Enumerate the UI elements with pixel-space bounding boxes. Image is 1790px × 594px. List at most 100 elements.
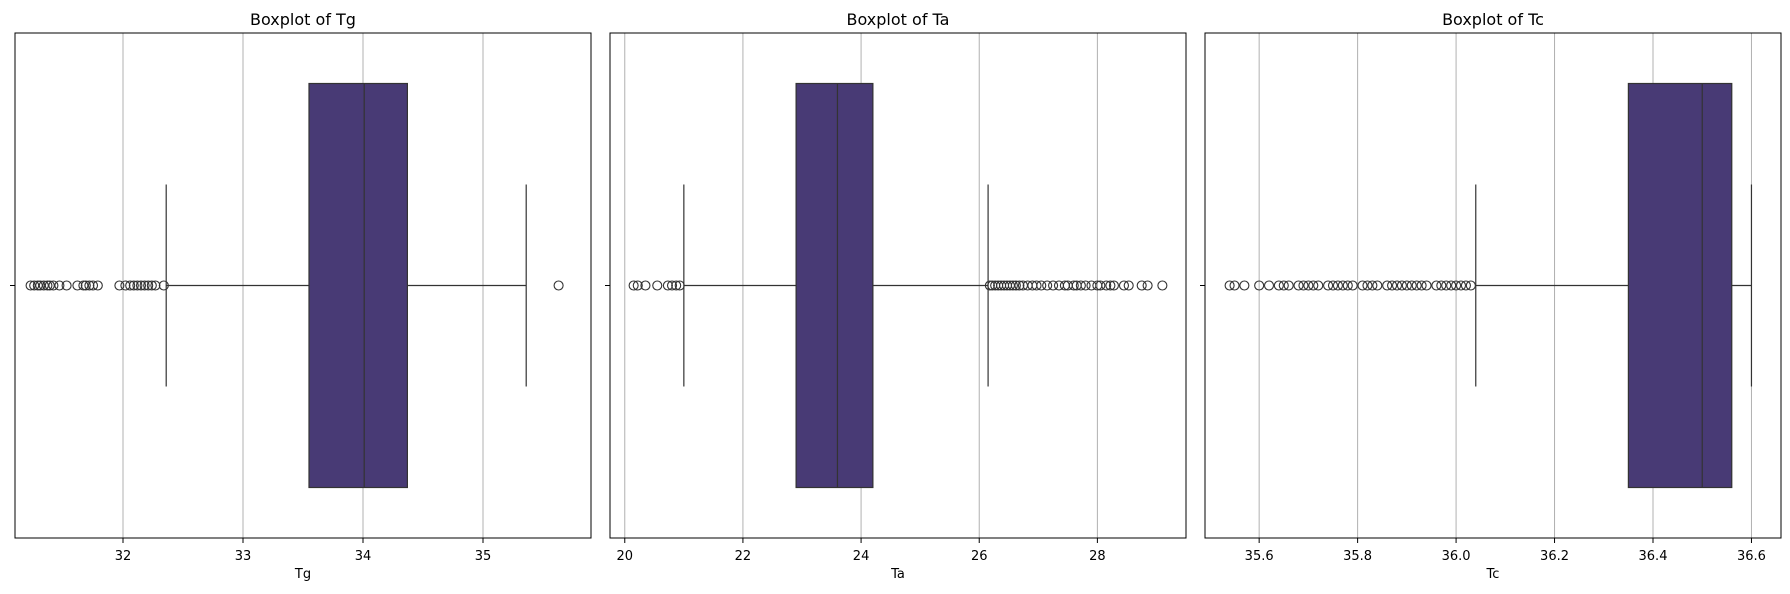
outlier-point bbox=[1460, 280, 1471, 291]
outlier-point bbox=[1283, 280, 1294, 291]
outlier-point bbox=[1048, 280, 1059, 291]
outlier-point bbox=[125, 280, 136, 291]
outlier-point bbox=[128, 280, 139, 291]
outlier-point bbox=[1451, 280, 1462, 291]
iqr-box bbox=[795, 82, 874, 489]
outlier-point bbox=[72, 280, 83, 291]
outlier-point bbox=[666, 280, 678, 291]
x-axis-label: Tc bbox=[1486, 567, 1500, 582]
outlier-point bbox=[1101, 280, 1112, 291]
outlier-point bbox=[1342, 280, 1353, 291]
outlier-point bbox=[120, 280, 131, 291]
chart-title: Boxplot of Ta bbox=[847, 10, 950, 29]
outlier-point bbox=[1123, 280, 1134, 291]
chart-panel-3: 35.6 35.8 36.0 36.2 36.4 36.6 Tc Boxplot of Tc bbox=[1200, 10, 1782, 582]
outlier-point bbox=[1372, 280, 1383, 291]
outlier-point bbox=[1421, 280, 1432, 291]
outlier-point bbox=[553, 280, 564, 291]
outlier-point bbox=[25, 280, 36, 291]
x-tick-label: 35.8 bbox=[1343, 549, 1372, 564]
outlier-point bbox=[1298, 280, 1309, 291]
outlier-point bbox=[1367, 280, 1378, 291]
outlier-point bbox=[1387, 280, 1398, 291]
outlier-point bbox=[1441, 280, 1452, 291]
outlier-point bbox=[1014, 280, 1025, 291]
outlier-point bbox=[671, 280, 682, 291]
x-tick-label: 35 bbox=[475, 549, 492, 564]
outlier-point bbox=[1465, 280, 1476, 291]
outlier-point bbox=[1431, 280, 1442, 291]
outlier-point bbox=[1118, 280, 1130, 291]
outlier-point bbox=[139, 280, 150, 291]
outlier-point bbox=[1293, 280, 1304, 291]
outlier-point bbox=[1273, 280, 1284, 291]
outlier-point bbox=[1229, 280, 1240, 291]
outlier-point bbox=[35, 280, 46, 291]
outlier-point bbox=[114, 280, 125, 291]
x-axis-label: Ta bbox=[890, 567, 905, 582]
outlier-point bbox=[1068, 280, 1079, 291]
outlier-point bbox=[1416, 280, 1427, 291]
outlier-point bbox=[984, 280, 995, 291]
x-tick-label: 34 bbox=[355, 549, 372, 564]
outlier-point bbox=[1010, 280, 1021, 291]
outlier-point bbox=[1224, 280, 1235, 291]
outlier-point bbox=[1455, 280, 1467, 291]
outlier-point bbox=[1446, 280, 1457, 291]
chart-title: Boxplot of Tg bbox=[250, 10, 356, 29]
outlier-point bbox=[1042, 280, 1053, 291]
outlier-point bbox=[652, 280, 663, 291]
outlier-point bbox=[1411, 280, 1422, 291]
outlier-point bbox=[1391, 280, 1403, 291]
x-tick-label: 33 bbox=[235, 549, 252, 564]
outlier-point bbox=[80, 280, 91, 291]
outlier-point bbox=[54, 280, 65, 291]
outlier-point bbox=[143, 280, 154, 291]
outlier-point bbox=[640, 280, 651, 291]
outlier-point bbox=[1332, 280, 1343, 291]
outlier-point bbox=[1401, 280, 1412, 291]
outlier-point bbox=[92, 280, 103, 291]
outlier-point bbox=[29, 280, 40, 291]
outlier-point bbox=[1157, 280, 1168, 291]
outlier-point bbox=[1105, 280, 1116, 291]
outlier-point bbox=[1036, 280, 1047, 291]
outlier-point bbox=[1323, 280, 1334, 291]
outlier-point bbox=[1327, 280, 1339, 291]
x-tick-label: 36.2 bbox=[1540, 549, 1569, 564]
outlier-point bbox=[1337, 280, 1348, 291]
iqr-box bbox=[308, 82, 409, 489]
outlier-point bbox=[87, 280, 99, 291]
x-tick-label: 20 bbox=[616, 549, 633, 564]
outlier-point bbox=[1007, 280, 1018, 291]
outlier-point bbox=[32, 280, 43, 291]
outlier-point bbox=[146, 280, 157, 291]
outlier-point bbox=[662, 280, 673, 291]
outlier-point bbox=[1278, 280, 1289, 291]
outlier-point bbox=[1136, 280, 1147, 291]
outlier-point bbox=[1075, 280, 1086, 291]
chart-panel-2: 20 22 24 26 28 Ta Boxplot of Ta bbox=[605, 10, 1187, 582]
outlier-point bbox=[1308, 280, 1319, 291]
outlier-point bbox=[1313, 280, 1324, 291]
outlier-point bbox=[61, 280, 72, 291]
outlier-point bbox=[78, 280, 89, 291]
outlier-point bbox=[1263, 280, 1275, 291]
outlier-point bbox=[44, 280, 55, 291]
chart-panel-1: 32 33 34 35 Tg Boxplot of Tg bbox=[10, 10, 592, 582]
outlier-point bbox=[38, 280, 49, 291]
outlier-point bbox=[1357, 280, 1368, 291]
outlier-point bbox=[1031, 280, 1042, 291]
x-tick-label: 36.4 bbox=[1639, 549, 1668, 564]
outlier-point bbox=[1382, 280, 1393, 291]
outlier-point bbox=[628, 280, 639, 291]
outlier-point bbox=[42, 280, 53, 291]
outlier-point bbox=[135, 280, 147, 291]
x-tick-label: 22 bbox=[735, 549, 752, 564]
outlier-point bbox=[674, 280, 685, 291]
x-tick-label: 35.6 bbox=[1245, 549, 1274, 564]
outlier-point bbox=[1080, 280, 1091, 291]
x-tick-label: 28 bbox=[1089, 549, 1106, 564]
